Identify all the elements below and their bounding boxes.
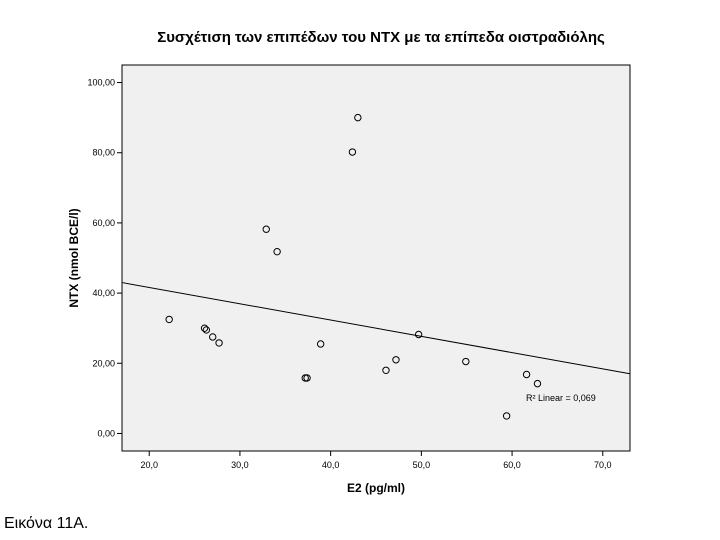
data-point <box>303 374 311 382</box>
regression-line <box>121 282 631 375</box>
data-point <box>392 356 400 364</box>
data-point <box>202 326 211 334</box>
data-point <box>273 247 281 256</box>
data-point <box>533 379 542 388</box>
figure-caption: Εικόνα 11Α. <box>4 515 89 532</box>
y-tick-label: 20,00 <box>92 358 115 368</box>
data-point <box>209 333 217 341</box>
x-axis-label: E2 (pg/ml) <box>347 481 405 495</box>
x-tick-label: 30,0 <box>231 460 249 470</box>
y-axis: 0,00 20,00 40,00 60,00 80,00 100,00 <box>87 78 122 438</box>
x-tick-label: 60,0 <box>503 460 521 470</box>
y-tick-label: 40,00 <box>92 288 115 298</box>
data-point <box>354 113 362 122</box>
y-tick-label: 100,00 <box>87 78 115 88</box>
x-tick-label: 70,0 <box>594 460 612 470</box>
y-tick-label: 0,00 <box>97 428 115 438</box>
y-tick-label: 80,00 <box>92 148 115 158</box>
data-point <box>165 315 173 324</box>
data-point <box>462 357 470 366</box>
data-point <box>262 225 270 233</box>
x-axis: 20,0 30,0 40,0 50,0 60,0 70,0 <box>140 451 612 470</box>
data-point <box>200 324 209 332</box>
r-squared-annotation: R² Linear = 0,069 <box>526 393 596 403</box>
y-tick-label: 60,00 <box>92 218 115 228</box>
data-point <box>522 370 531 379</box>
x-tick-label: 20,0 <box>140 460 158 470</box>
x-tick-label: 40,0 <box>322 460 340 470</box>
plot-area <box>121 64 631 452</box>
data-points <box>165 113 542 420</box>
data-point <box>348 148 357 156</box>
x-tick-label: 50,0 <box>413 460 431 470</box>
y-axis-label: NTX (nmol BCE/l) <box>67 208 81 307</box>
data-point <box>316 340 325 348</box>
data-point <box>502 412 511 420</box>
data-point <box>382 366 390 374</box>
data-point <box>215 339 223 347</box>
chart-title: Συσχέτιση των επιπέδων του NTX με τα επί… <box>157 29 605 46</box>
data-point <box>414 330 423 339</box>
